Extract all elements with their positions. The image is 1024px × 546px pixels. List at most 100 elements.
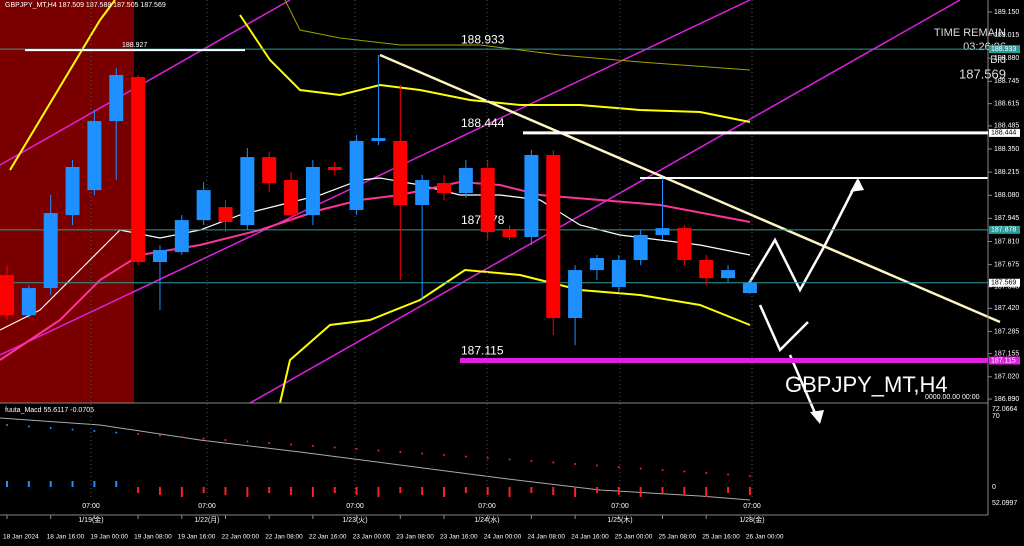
level-label: 188.444 [461,116,505,130]
macd-line [0,417,751,501]
macd-bar [443,487,445,497]
candle-body [327,166,342,171]
day-date: 1/19(金) [78,515,103,524]
y-tick-label: 188.485 [994,123,1019,130]
macd-signal [727,473,730,476]
macd-signal [268,442,271,444]
y-tick-label: 188.880 [994,55,1019,62]
candle-body [371,138,386,141]
y-tick-label: 187.155 [994,351,1019,358]
macd-tick: 72.0664 [992,406,1017,413]
candle-body [677,228,692,260]
x-tick-label: 23 Jan 08:00 [396,534,434,541]
macd-signal [27,425,30,428]
candle-body [633,234,648,260]
axis-highlight-label: 187.569 [991,280,1016,287]
info: 187.569 [959,66,1006,81]
macd-bar [180,487,183,497]
macd-signal [333,446,336,449]
candle-body [349,140,364,210]
macd-bar [224,487,227,495]
candle-body [480,168,495,233]
day-time: 07:00 [198,503,216,510]
macd-tick: 52.0997 [992,500,1017,507]
y-tick-label: 188.350 [994,146,1019,153]
candle-body [415,180,430,206]
x-tick-label: 18 Jan 16:00 [47,534,85,541]
band-upper [239,14,751,123]
macd-bar [530,487,533,493]
y-tick-label: 188.080 [994,192,1019,199]
macd-signal [530,460,533,462]
macd-bar [508,487,511,497]
marked-label: 188.927 [122,42,147,49]
candle-body [262,157,277,184]
macd-signal [246,440,249,443]
macd-bar [377,487,380,497]
y-tick-label: 189.150 [994,9,1019,16]
macd-signal [137,433,140,435]
candle-body [131,77,146,263]
x-tick-label: 24 Jan 16:00 [571,534,609,541]
x-tick-label: 24 Jan 08:00 [527,534,565,541]
x-tick-label: 22 Jan 16:00 [309,534,347,541]
info: TIME REMAIN [934,27,1006,39]
axis-highlight-label: 188.933 [991,46,1016,53]
macd-signal [748,475,751,477]
macd-bar [574,487,577,497]
channel-line [249,0,961,404]
day-time: 07:00 [82,503,100,510]
y-tick-label: 187.420 [994,305,1019,312]
macd-bar [355,487,358,495]
axis-highlight [989,128,1020,137]
macd-bar [202,487,205,493]
moving-average [0,177,751,331]
candle-body [0,275,14,316]
x-tick-label: 26 Jan 00:00 [746,534,784,541]
macd-bar [290,487,293,495]
macd-bar [464,487,467,493]
day-date: 1/23(火) [342,516,367,524]
macd-signal [158,434,161,437]
macd-bar [268,487,271,493]
macd-signal [290,443,293,446]
candle-body [568,270,583,319]
macd-signal [705,472,708,474]
candle-body [109,75,124,122]
axis-highlight [989,278,1020,287]
macd-signal [486,457,489,459]
macd-signal [421,452,424,455]
candle-body [437,183,451,194]
footer: 0000.00.00 00:00 [925,394,980,401]
candle-body [305,166,320,216]
day-date: 1/28(金) [739,515,764,524]
x-tick-label: 19 Jan 08:00 [134,534,172,541]
day-time: 07:00 [478,503,496,510]
macd-label: fuuta_Macd 55.6117 -0.0705 [5,407,94,414]
y-tick-label: 187.945 [994,215,1019,222]
x-tick-label: 19 Jan 16:00 [178,534,216,541]
candle-body [699,259,714,279]
day-date: 1/25(木) [607,515,632,524]
macd-bar [137,487,140,493]
candle-body [589,258,604,271]
macd-bar [115,481,118,487]
y-tick-label: 188.615 [994,100,1019,107]
x-tick-label: 18 Jan 2024 [3,534,39,541]
axis-highlight-label: 187.878 [991,227,1016,234]
day-time: 07:00 [743,503,761,510]
band-lower [279,268,751,404]
candle-body [502,230,517,238]
macd-signal [49,427,52,429]
candle-body [546,155,561,319]
scenario-arrow [788,354,820,421]
x-tick-label: 22 Jan 08:00 [265,534,303,541]
x-tick-label: 19 Jan 00:00 [90,534,128,541]
macd-bar [661,487,664,493]
macd-signal [377,449,380,452]
candle-body [284,180,299,216]
band-upper [9,0,116,171]
macd-signal [639,467,642,470]
